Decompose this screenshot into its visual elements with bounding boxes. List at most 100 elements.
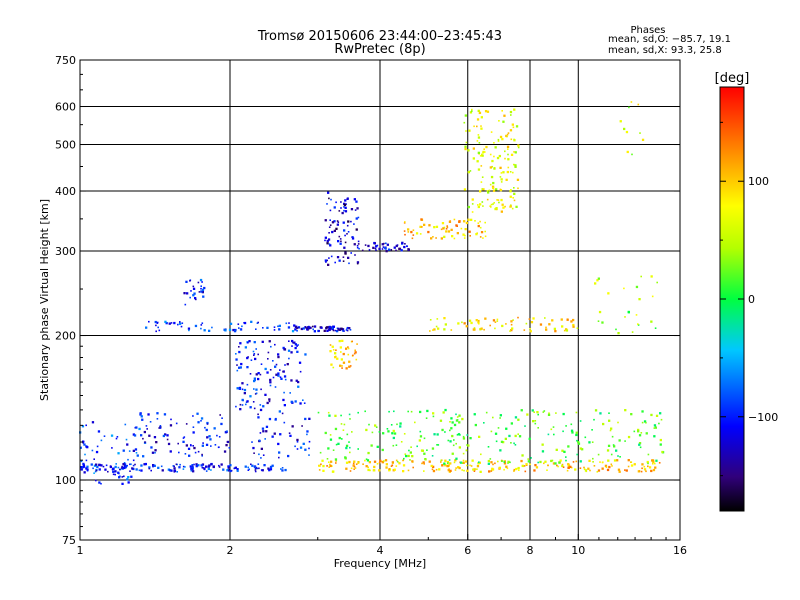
data-point [575, 431, 578, 434]
data-point [284, 378, 287, 381]
data-point [479, 220, 481, 223]
data-point [343, 203, 347, 207]
data-point [344, 210, 348, 213]
data-point [283, 348, 287, 351]
data-point [659, 443, 662, 446]
data-point [510, 153, 514, 156]
data-point [243, 321, 247, 325]
data-point [183, 292, 186, 295]
data-point [93, 464, 97, 467]
data-point [273, 329, 276, 331]
data-point [430, 237, 433, 240]
data-point [163, 413, 167, 416]
data-point [443, 235, 446, 238]
data-point [617, 455, 619, 457]
data-point [279, 369, 281, 371]
data-point [221, 417, 223, 419]
data-point [146, 428, 148, 430]
data-point [91, 449, 94, 452]
data-point [257, 372, 260, 375]
data-point [500, 181, 503, 183]
data-point [278, 410, 281, 413]
data-point [461, 462, 464, 464]
data-point [301, 425, 303, 427]
data-point [403, 457, 405, 460]
data-point [475, 233, 478, 236]
data-point [239, 366, 242, 369]
data-point [190, 467, 193, 470]
data-point [488, 189, 491, 192]
data-point [337, 328, 340, 331]
data-point [275, 373, 278, 376]
data-point [505, 465, 508, 468]
data-point [269, 381, 272, 384]
data-point [168, 469, 172, 472]
data-point [467, 171, 470, 174]
data-point [345, 367, 348, 370]
data-point [330, 460, 333, 463]
data-point [287, 349, 291, 352]
data-point [334, 427, 338, 431]
colorbar-tick-label: 0 [748, 293, 755, 306]
data-point [81, 425, 85, 428]
data-point [340, 423, 343, 425]
data-point [117, 466, 120, 469]
data-point [477, 204, 479, 206]
data-point [609, 429, 612, 432]
data-point [616, 459, 619, 462]
data-point [489, 458, 492, 460]
data-point [447, 439, 450, 442]
x-axis-label: Frequency [MHz] [334, 557, 426, 570]
data-point [529, 463, 531, 466]
data-point [532, 317, 535, 320]
data-point [123, 463, 127, 466]
data-point [156, 418, 159, 420]
data-point [390, 424, 393, 426]
data-point [145, 425, 148, 427]
data-point [341, 367, 343, 369]
data-point [173, 465, 175, 468]
data-point [227, 465, 230, 468]
data-point [480, 165, 483, 167]
data-point [294, 445, 296, 448]
data-point [444, 323, 447, 326]
data-point [208, 464, 211, 467]
data-point [450, 329, 453, 331]
data-point [175, 463, 178, 466]
data-point [241, 388, 244, 391]
data-point [257, 413, 259, 416]
data-point [335, 462, 337, 464]
data-point [168, 322, 171, 325]
data-point [627, 465, 630, 468]
data-point [173, 467, 176, 470]
data-point [624, 469, 626, 471]
data-point [510, 422, 513, 425]
data-point [507, 132, 510, 134]
data-point [150, 446, 153, 449]
data-point [331, 345, 334, 348]
data-point [608, 419, 611, 422]
data-point [631, 331, 634, 333]
data-point [127, 481, 130, 484]
data-point [220, 422, 223, 426]
data-point [490, 131, 493, 133]
data-point [347, 353, 350, 356]
data-point [505, 427, 508, 430]
data-point [329, 438, 333, 441]
data-point [357, 216, 360, 219]
data-point [448, 459, 451, 461]
data-point [479, 155, 482, 157]
data-point [189, 280, 191, 282]
data-point [391, 464, 394, 467]
data-point [91, 421, 95, 424]
data-point [576, 327, 579, 329]
data-point [306, 326, 309, 329]
data-point [477, 222, 480, 224]
data-point [179, 321, 181, 323]
data-point [555, 412, 557, 414]
data-point [90, 463, 93, 466]
data-point [433, 226, 436, 229]
data-point [201, 455, 203, 457]
data-point [288, 322, 290, 324]
data-point [98, 463, 101, 467]
